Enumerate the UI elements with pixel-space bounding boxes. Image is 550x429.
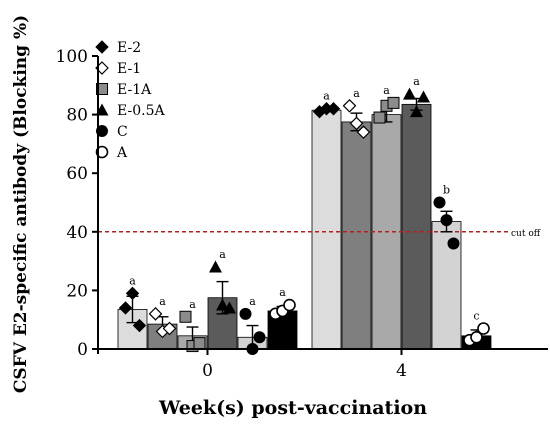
data-point: [179, 310, 192, 323]
bar: [311, 109, 342, 350]
significance-letter: b: [443, 184, 450, 197]
data-point: [326, 102, 341, 116]
data-point: [162, 321, 177, 336]
legend-item: E-0.5A: [95, 103, 165, 119]
legend-label: E-1: [117, 61, 141, 77]
significance-letter: a: [383, 84, 390, 97]
significance-letter: a: [323, 90, 330, 103]
y-tick-label: 0: [77, 340, 88, 360]
y-tick-label: 100: [56, 47, 88, 67]
data-point: [433, 196, 446, 209]
y-axis-label: CSFV E2-specific antibody (Blocking %): [11, 15, 31, 393]
data-point: [223, 301, 236, 314]
data-point: [209, 260, 222, 273]
cutoff-label: cut off: [511, 229, 541, 239]
significance-letter: a: [279, 286, 286, 299]
data-point: [356, 125, 371, 140]
data-point: [373, 111, 386, 124]
data-point: [132, 318, 147, 333]
legend-label: C: [117, 124, 128, 140]
data-point: [125, 286, 140, 301]
significance-letter: a: [189, 298, 196, 311]
data-point: [477, 322, 490, 335]
legend-item: E-1: [95, 61, 141, 77]
data-point: [417, 90, 430, 103]
data-point: [440, 214, 453, 227]
significance-letter: a: [159, 295, 166, 308]
y-tick-label: 40: [66, 223, 88, 243]
bars: [117, 103, 492, 350]
legend: E-2 E-1 E-1A E-0.5A CA: [95, 40, 165, 161]
legend-label: A: [116, 145, 128, 161]
significance-letter: a: [353, 87, 360, 100]
data-point: [403, 87, 416, 100]
y-tick-label: 20: [66, 281, 88, 301]
significance-letter: a: [249, 295, 256, 308]
legend-marker: [95, 40, 109, 54]
bar: [401, 103, 432, 350]
significance-letter: a: [219, 248, 226, 261]
legend-item: E-1A: [96, 82, 152, 98]
y-tick-label: 60: [66, 164, 88, 184]
y-ticks: 0 20 40 60 80 100: [56, 47, 98, 360]
axes: [97, 56, 548, 354]
legend-item: C: [96, 124, 128, 140]
bar: [341, 121, 372, 350]
data-point: [148, 306, 163, 321]
data-points: [118, 87, 490, 355]
legend-marker: [95, 145, 109, 159]
data-point: [349, 116, 364, 131]
data-point: [253, 331, 266, 344]
x-tick-label: 0: [202, 361, 213, 381]
data-point: [387, 96, 400, 109]
significance-letter: a: [129, 274, 136, 287]
legend-item: E-2: [95, 40, 141, 56]
significance-letters: a a a a a a a a a a b c: [129, 75, 479, 322]
data-point: [447, 237, 460, 250]
x-tick-label: 4: [396, 361, 407, 381]
legend-label: E-1A: [117, 82, 152, 98]
legend-item: A: [95, 145, 128, 161]
data-point: [239, 307, 252, 320]
significance-letter: a: [413, 75, 420, 88]
legend-marker: [96, 83, 108, 95]
data-point: [193, 337, 206, 350]
data-point: [342, 98, 357, 113]
data-point: [283, 298, 296, 312]
data-point: [470, 330, 483, 344]
x-axis-label: Week(s) post-vaccination: [158, 397, 427, 419]
legend-label: E-0.5A: [117, 103, 165, 119]
data-point: [118, 301, 133, 315]
data-point: [216, 298, 229, 311]
y-tick-label: 80: [66, 106, 88, 126]
legend-label: E-2: [117, 40, 141, 56]
data-point: [410, 105, 423, 118]
significance-letter: c: [473, 309, 479, 322]
